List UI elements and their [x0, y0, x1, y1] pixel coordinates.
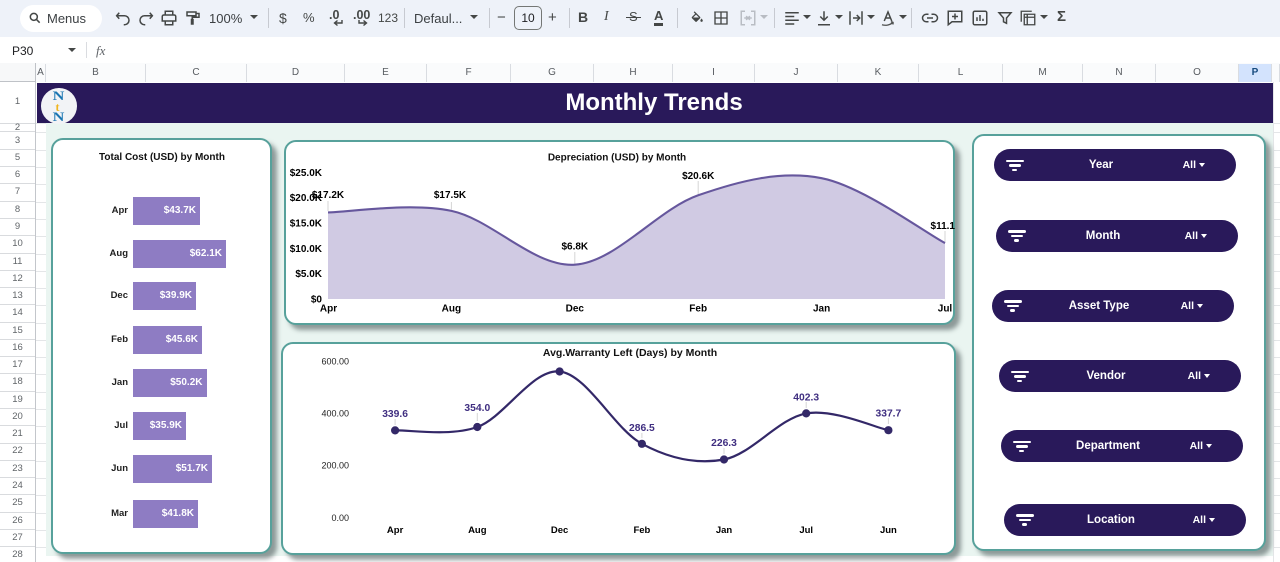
- svg-text:$11.1: $11.1: [931, 221, 956, 232]
- svg-text:$5.0K: $5.0K: [295, 269, 322, 280]
- svg-text:339.6: 339.6: [382, 409, 408, 420]
- svg-text:400.00: 400.00: [321, 409, 349, 419]
- svg-text:$10.0K: $10.0K: [290, 244, 323, 255]
- svg-text:Dec: Dec: [566, 304, 585, 315]
- svg-text:Jul: Jul: [938, 304, 953, 315]
- svg-text:$17.5K: $17.5K: [434, 190, 467, 201]
- svg-text:286.5: 286.5: [629, 423, 655, 434]
- svg-text:Jul: Jul: [799, 525, 813, 536]
- svg-text:Apr: Apr: [320, 304, 337, 315]
- svg-text:Aug: Aug: [468, 525, 487, 536]
- svg-text:Aug: Aug: [442, 304, 461, 315]
- svg-text:Jan: Jan: [716, 525, 733, 536]
- svg-text:402.3: 402.3: [793, 393, 819, 404]
- svg-text:Feb: Feb: [689, 304, 707, 315]
- svg-text:Apr: Apr: [387, 525, 404, 536]
- svg-text:337.7: 337.7: [876, 409, 902, 420]
- svg-text:Depreciation (USD) by Month: Depreciation (USD) by Month: [548, 153, 686, 164]
- svg-text:Dec: Dec: [551, 525, 568, 536]
- svg-text:354.0: 354.0: [464, 403, 490, 414]
- svg-text:$20.6K: $20.6K: [682, 171, 715, 182]
- svg-text:Feb: Feb: [633, 525, 650, 536]
- svg-text:$15.0K: $15.0K: [290, 219, 323, 230]
- svg-text:$17.2K: $17.2K: [312, 190, 345, 201]
- svg-text:Jun: Jun: [880, 525, 897, 536]
- svg-text:600.00: 600.00: [321, 357, 349, 367]
- svg-text:226.3: 226.3: [711, 438, 737, 449]
- svg-text:Jan: Jan: [813, 304, 830, 315]
- svg-text:$6.8K: $6.8K: [561, 242, 588, 253]
- svg-text:Avg.Warranty Left (Days) by Mo: Avg.Warranty Left (Days) by Month: [543, 347, 717, 359]
- svg-text:0.00: 0.00: [331, 513, 349, 523]
- svg-text:200.00: 200.00: [321, 461, 349, 471]
- svg-text:$20.0K: $20.0K: [290, 193, 323, 204]
- svg-text:$25.0K: $25.0K: [290, 168, 323, 179]
- svg-text:$0: $0: [311, 295, 323, 306]
